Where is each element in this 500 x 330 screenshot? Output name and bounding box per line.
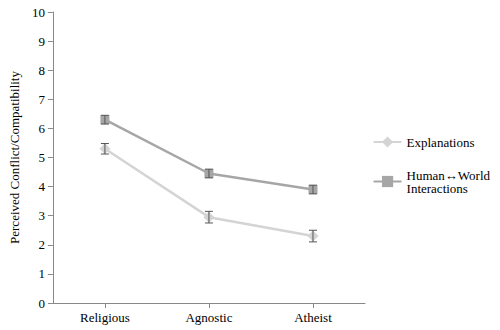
svg-text:1: 1 bbox=[38, 266, 45, 281]
svg-text:5: 5 bbox=[38, 150, 45, 165]
svg-text:Interactions: Interactions bbox=[407, 181, 468, 196]
svg-text:Religious: Religious bbox=[80, 310, 130, 325]
svg-text:Human↔World: Human↔World bbox=[406, 167, 490, 183]
svg-text:Explanations: Explanations bbox=[407, 135, 475, 150]
svg-text:7: 7 bbox=[38, 92, 45, 107]
svg-text:2: 2 bbox=[38, 237, 45, 252]
svg-text:9: 9 bbox=[38, 34, 45, 49]
svg-text:4: 4 bbox=[38, 179, 45, 194]
svg-text:3: 3 bbox=[38, 208, 45, 223]
svg-text:Atheist: Atheist bbox=[294, 310, 332, 325]
svg-text:6: 6 bbox=[38, 121, 45, 136]
svg-text:Agnostic: Agnostic bbox=[185, 310, 232, 325]
svg-text:10: 10 bbox=[32, 5, 45, 20]
svg-text:8: 8 bbox=[38, 63, 45, 78]
svg-text:0: 0 bbox=[38, 296, 45, 311]
svg-text:Perceived Conflict/Compatibili: Perceived Conflict/Compatibility bbox=[7, 71, 22, 244]
